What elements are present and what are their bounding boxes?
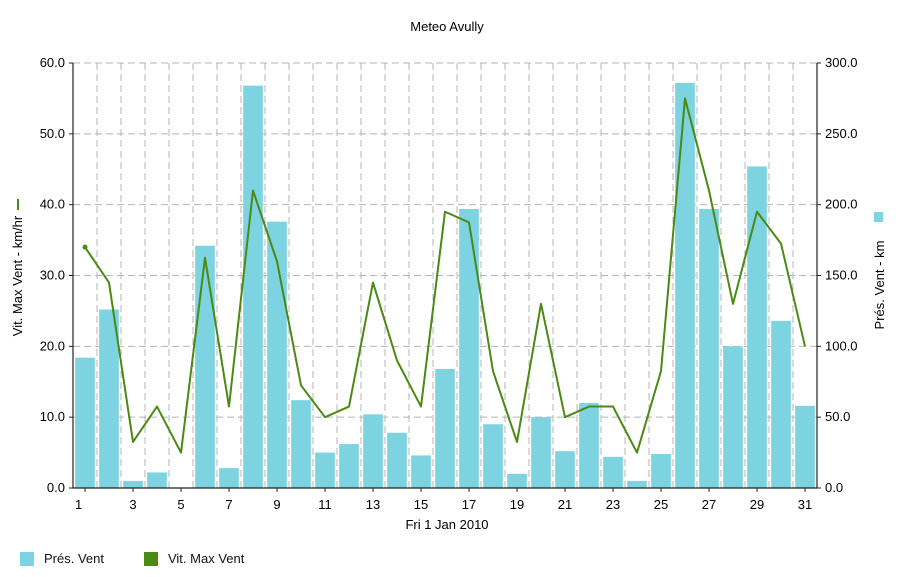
x-tick-label: 13 [366,497,380,512]
legend-swatch-bar [20,551,34,566]
bar [603,456,623,488]
bar [651,454,671,488]
x-tick-label: 17 [462,497,476,512]
y-right-tick-label: 200.0 [825,197,858,212]
x-tick-label: 29 [750,497,764,512]
bar [291,400,311,488]
x-tick-label: 7 [225,497,232,512]
line-series [82,97,806,454]
bar [459,208,479,488]
x-tick-label: 31 [798,497,812,512]
y-left-tick-label: 60.0 [40,55,65,70]
x-tick-label: 27 [702,497,716,512]
x-tick-label: 15 [414,497,428,512]
bar [435,369,455,488]
y-left-tick-label: 20.0 [40,338,65,353]
legend-item-vit-max-vent: Vit. Max Vent [143,551,245,566]
y-axis-right-label: Prés. Vent - km [872,241,887,330]
x-tick-label: 9 [273,497,280,512]
y-right-tick-label: 250.0 [825,126,858,141]
bars [75,82,815,489]
bar [243,85,263,489]
bar [387,432,407,488]
chart-title: Meteo Avully [410,19,484,34]
y-left-tick-label: 30.0 [40,268,65,283]
x-tick-label: 1 [75,497,82,512]
bar [195,245,215,488]
y-right-tick-label: 150.0 [825,268,858,283]
bar [315,452,335,488]
bar [579,403,599,488]
bar [531,417,551,488]
legend-label-pres-vent: Prés. Vent [44,551,104,566]
line-point [82,244,88,250]
y-left-tick-label: 10.0 [40,409,65,424]
y-right-tick-label: 50.0 [825,409,850,424]
bar [507,473,527,488]
y-left-tick-label: 40.0 [40,197,65,212]
axes: 0.0 10.0 20.0 30.0 40.0 50.0 60.0 0.0 50.0 100.0 1… [40,55,858,512]
x-tick-label: 5 [177,497,184,512]
x-tick-label: 3 [129,497,136,512]
y-axis-right-legend-swatch [874,212,883,222]
line-path [84,97,806,454]
bar [771,320,791,488]
bar [363,414,383,488]
legend-swatch-line [143,551,158,566]
bar [555,451,575,488]
x-axis-label: Fri 1 Jan 2010 [405,517,488,532]
bar [699,208,719,488]
x-tick-label: 21 [558,497,572,512]
y-right-tick-label: 0.0 [825,480,843,495]
x-tick-label: 11 [318,497,332,512]
bar [723,346,743,488]
y-left-tick-label: 0.0 [47,480,65,495]
y-right-tick-label: 300.0 [825,55,858,70]
bar [747,166,767,488]
y-left-tick-label: 50.0 [40,126,65,141]
bar [219,468,239,488]
legend-label-vit-max-vent: Vit. Max Vent [167,551,245,566]
y-axis-left-label: Vit. Max Vent - km/hr [10,215,25,336]
legend: Prés. Vent Vit. Max Vent [20,551,244,566]
bar [627,480,647,488]
bar [99,309,119,488]
x-tick-label: 23 [606,497,620,512]
legend-item-pres-vent: Prés. Vent [20,551,104,566]
bar [123,480,143,488]
bar [339,444,359,488]
bar [675,82,695,488]
grid [73,62,817,488]
bar [75,357,95,488]
x-tick-label: 25 [654,497,668,512]
x-tick-label: 19 [510,497,524,512]
bar [483,424,503,488]
bar [147,472,167,488]
bar [795,405,815,488]
bar [411,455,431,488]
y-right-tick-label: 100.0 [825,338,858,353]
